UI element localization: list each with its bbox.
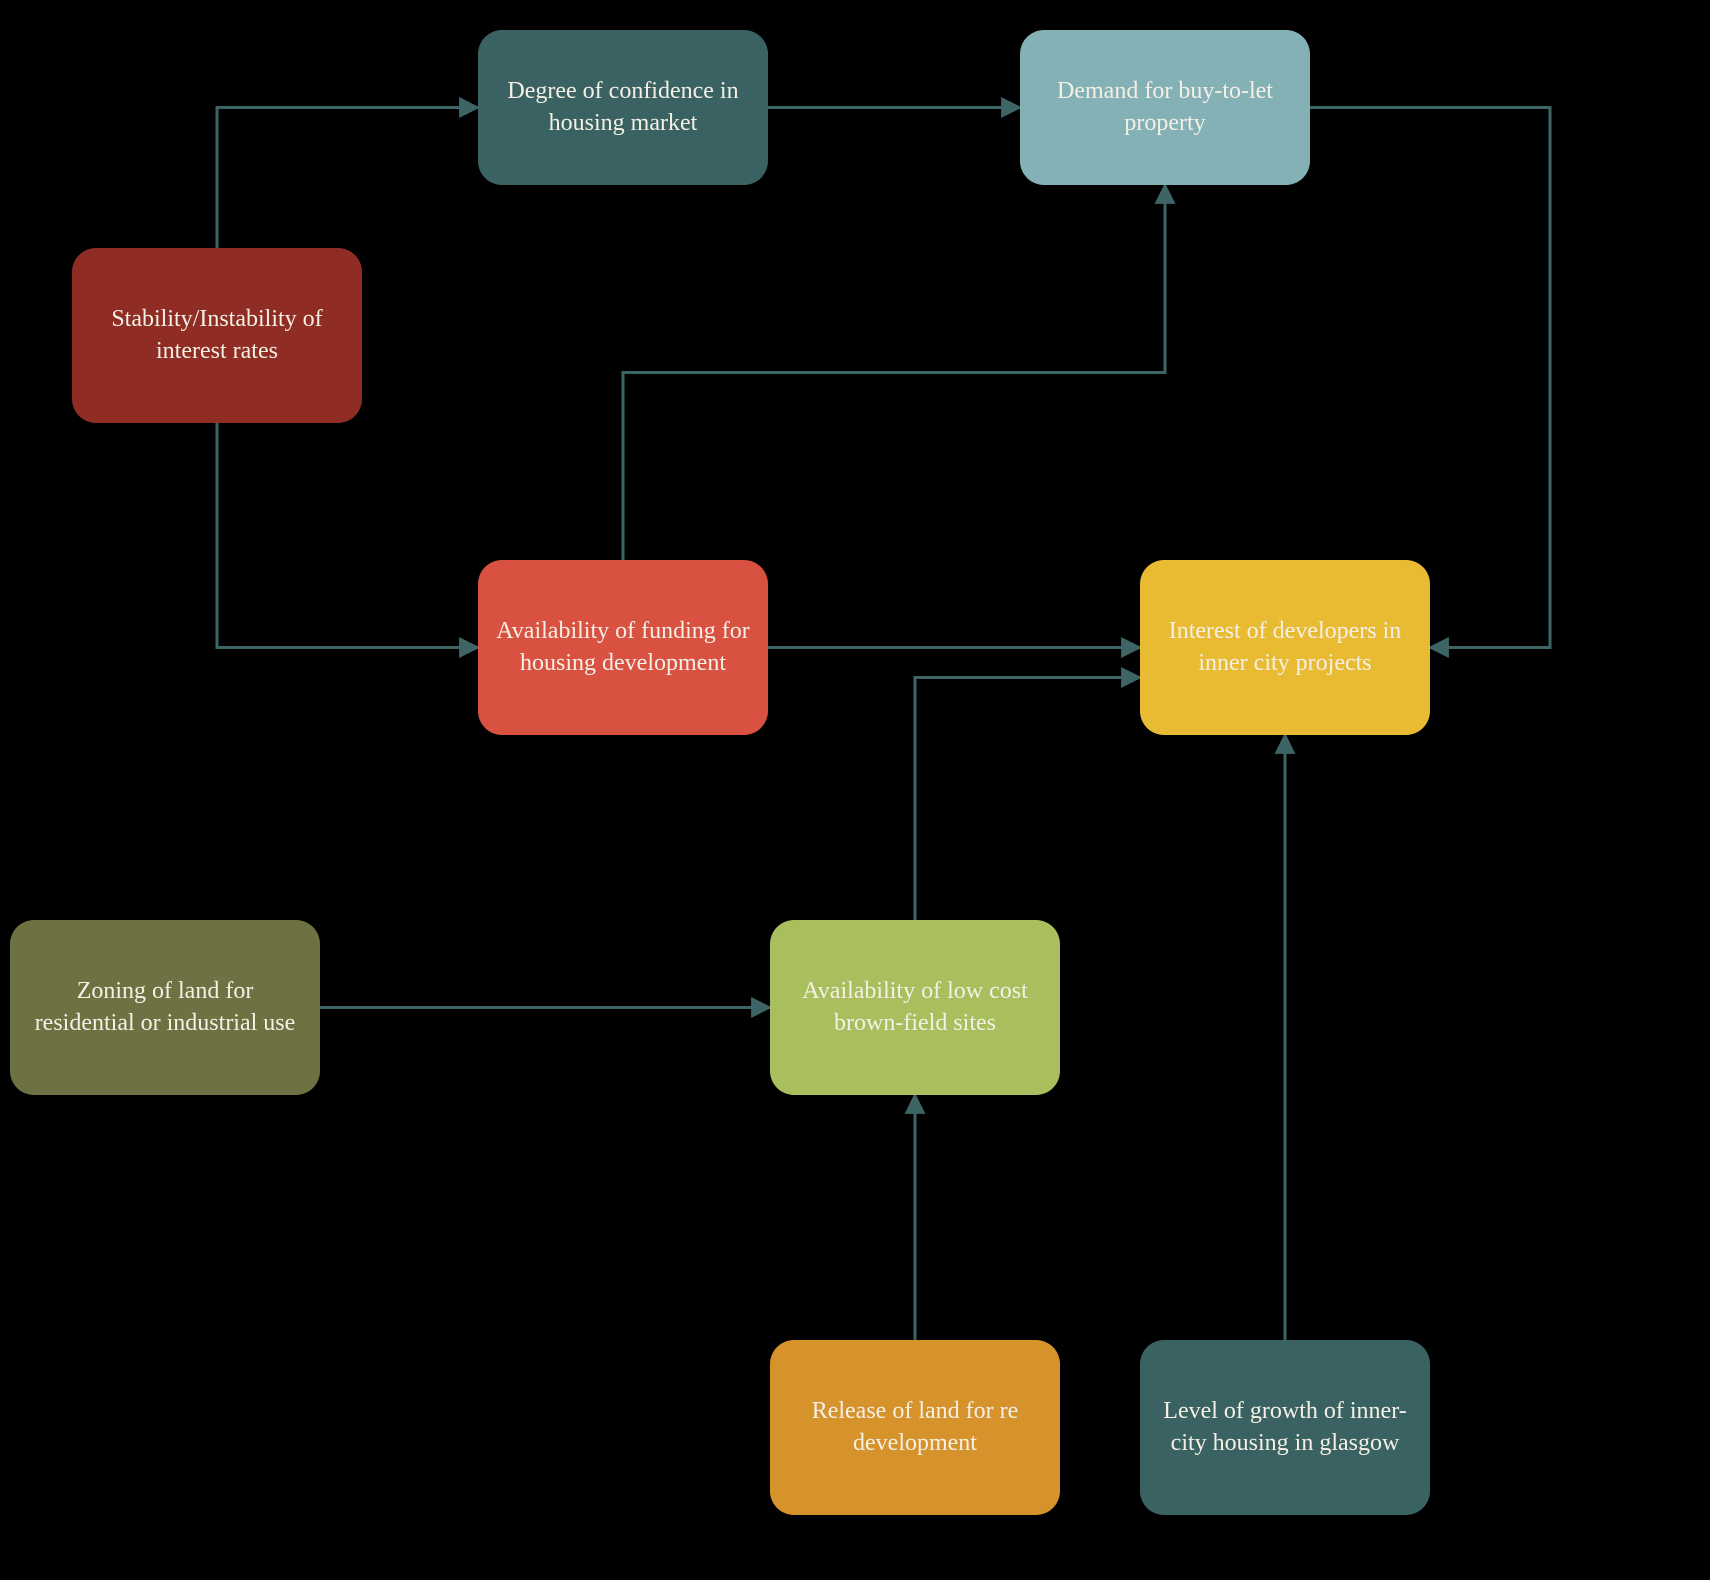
node-label: Degree of confidence in housing market: [496, 76, 750, 138]
node-label: Level of growth of inner-city housing in…: [1158, 1396, 1412, 1458]
node-brownfield: Availability of low cost brown-field sit…: [770, 920, 1060, 1095]
node-demand: Demand for buy-to-let property: [1020, 30, 1310, 185]
node-growth: Level of growth of inner-city housing in…: [1140, 1340, 1430, 1515]
node-label: Zoning of land for residential or indust…: [28, 976, 302, 1038]
node-label: Availability of funding for housing deve…: [496, 616, 750, 678]
node-label: Availability of low cost brown-field sit…: [788, 976, 1042, 1038]
node-confidence: Degree of confidence in housing market: [478, 30, 768, 185]
node-release: Release of land for re development: [770, 1340, 1060, 1515]
node-funding: Availability of funding for housing deve…: [478, 560, 768, 735]
node-label: Stability/Instability of interest rates: [90, 304, 344, 366]
edge-brownfield-to-interest: [915, 678, 1140, 921]
node-label: Interest of developers in inner city pro…: [1158, 616, 1412, 678]
node-interest: Interest of developers in inner city pro…: [1140, 560, 1430, 735]
edge-funding-to-demand: [623, 185, 1165, 560]
node-label: Demand for buy-to-let property: [1038, 76, 1292, 138]
edge-stability-to-funding: [217, 423, 478, 648]
node-stability: Stability/Instability of interest rates: [72, 248, 362, 423]
node-zoning: Zoning of land for residential or indust…: [10, 920, 320, 1095]
edge-stability-to-confidence: [217, 108, 478, 249]
flowchart-canvas: Degree of confidence in housing market De…: [0, 0, 1710, 1580]
node-label: Release of land for re development: [788, 1396, 1042, 1458]
